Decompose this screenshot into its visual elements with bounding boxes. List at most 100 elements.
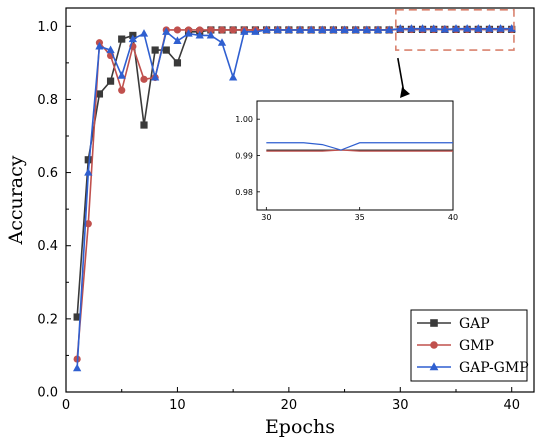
plot-frame bbox=[65, 7, 535, 393]
data-point bbox=[73, 363, 82, 372]
data-point bbox=[196, 26, 204, 34]
y-axis-title: Accuracy bbox=[5, 155, 27, 245]
data-point bbox=[240, 27, 249, 35]
data-point bbox=[396, 24, 405, 32]
data-point bbox=[440, 24, 449, 33]
inset-y-tick-label: 0.99 bbox=[235, 152, 253, 161]
data-point bbox=[106, 45, 115, 54]
data-point bbox=[140, 121, 148, 129]
data-point bbox=[151, 72, 160, 81]
x-tick-label: 20 bbox=[281, 398, 298, 413]
data-point bbox=[84, 220, 92, 228]
data-point bbox=[463, 24, 472, 32]
data-point bbox=[184, 29, 193, 37]
zoom-region-box bbox=[395, 9, 515, 51]
inset-x-tick-label: 30 bbox=[261, 213, 271, 222]
data-point bbox=[195, 30, 204, 39]
data-point bbox=[496, 24, 505, 32]
legend-marker bbox=[430, 341, 438, 349]
legend: GAP GMP GAP-GMP bbox=[410, 309, 529, 382]
data-point bbox=[351, 25, 360, 34]
data-point bbox=[173, 26, 182, 34]
data-point bbox=[117, 71, 126, 79]
y-tick-label: 0.4 bbox=[37, 239, 58, 254]
data-point bbox=[118, 35, 126, 43]
data-point bbox=[474, 24, 483, 32]
series-line bbox=[76, 27, 512, 369]
inset-y-tick-label: 0.98 bbox=[235, 188, 253, 197]
data-point bbox=[273, 25, 282, 34]
data-point bbox=[318, 25, 327, 34]
data-point bbox=[162, 27, 171, 35]
data-point bbox=[229, 72, 238, 81]
y-tick-label: 0.2 bbox=[37, 312, 58, 327]
data-point bbox=[507, 24, 516, 32]
data-point bbox=[73, 313, 81, 321]
data-point bbox=[307, 25, 316, 34]
legend-marker bbox=[430, 319, 438, 327]
x-tick-label: 10 bbox=[169, 398, 186, 413]
legend-label: GAP-GMP bbox=[459, 360, 529, 376]
data-point bbox=[229, 26, 237, 34]
data-point bbox=[262, 25, 271, 34]
legend-marker bbox=[429, 362, 439, 371]
legend-item: GAP bbox=[417, 316, 490, 332]
data-point bbox=[340, 25, 349, 34]
data-point bbox=[84, 156, 92, 164]
data-point bbox=[206, 30, 215, 39]
data-point bbox=[295, 25, 305, 34]
inset-y-tick-label: 1.00 bbox=[235, 115, 253, 124]
data-point bbox=[385, 25, 394, 34]
data-point bbox=[151, 46, 159, 54]
data-point bbox=[429, 24, 438, 32]
data-point bbox=[84, 168, 93, 176]
data-point bbox=[485, 24, 494, 32]
data-point bbox=[217, 38, 227, 46]
data-point bbox=[173, 36, 182, 44]
data-point bbox=[106, 77, 115, 85]
legend-item: GAP-GMP bbox=[417, 360, 529, 376]
data-point bbox=[451, 24, 461, 32]
data-point bbox=[251, 27, 260, 35]
x-tick-label: 0 bbox=[62, 398, 70, 413]
inset-series-line bbox=[266, 149, 453, 152]
series-gap-gmp bbox=[73, 24, 516, 372]
legend-label: GMP bbox=[459, 338, 494, 354]
data-point bbox=[162, 46, 170, 54]
main-plot-area: 0 10 20 30 40 0.0 0.2 0.4 0.6 0.8 1.0 bbox=[37, 7, 535, 413]
x-tick-label: 30 bbox=[392, 398, 409, 413]
inset-x-tick-label: 40 bbox=[448, 213, 458, 222]
x-axis-title: Epochs bbox=[265, 416, 335, 438]
data-point bbox=[207, 26, 215, 34]
data-point bbox=[218, 26, 226, 34]
x-tick-label: 40 bbox=[503, 398, 520, 413]
zoom-indicator bbox=[395, 9, 515, 98]
legend-item: GMP bbox=[417, 338, 494, 354]
data-point bbox=[329, 25, 338, 34]
data-point bbox=[118, 86, 126, 94]
inset-series-line bbox=[266, 142, 453, 151]
data-point bbox=[373, 25, 383, 34]
legend-label: GAP bbox=[459, 316, 490, 332]
data-point bbox=[407, 24, 416, 32]
data-point bbox=[284, 25, 293, 34]
y-tick-label: 1.0 bbox=[37, 20, 58, 35]
data-point bbox=[95, 90, 104, 98]
data-point bbox=[418, 24, 427, 32]
data-point bbox=[128, 34, 137, 43]
zoom-arrow-head bbox=[400, 87, 410, 98]
y-tick-label: 0.8 bbox=[37, 93, 58, 108]
zoom-arrow-shaft bbox=[397, 57, 405, 94]
data-point bbox=[139, 29, 149, 37]
inset-x-tick-label: 35 bbox=[355, 213, 365, 222]
data-point bbox=[140, 75, 148, 83]
inset-frame bbox=[256, 100, 454, 211]
inset-plot: 30 35 40 0.98 0.99 1.00 bbox=[235, 100, 458, 222]
data-point bbox=[362, 25, 371, 34]
y-tick-label: 0.6 bbox=[37, 166, 58, 181]
y-tick-label: 0.0 bbox=[37, 386, 58, 401]
data-point bbox=[173, 59, 182, 67]
data-point bbox=[95, 41, 104, 50]
